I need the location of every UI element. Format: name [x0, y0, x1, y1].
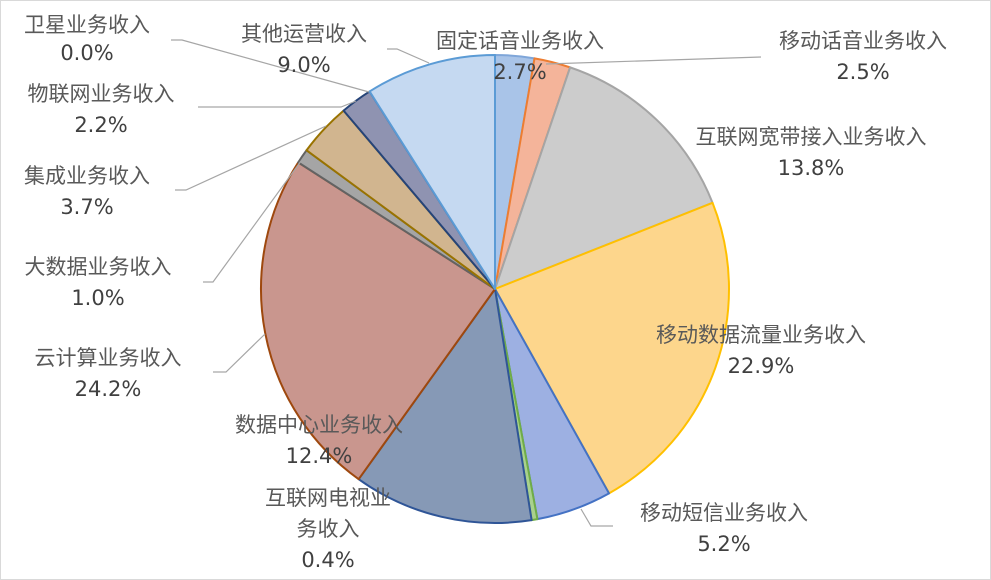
slice-7-wedge[interactable]: [357, 288, 533, 525]
slice-1-value-label: 2.7%: [493, 60, 546, 84]
slice-5-value-label: 5.2%: [697, 532, 750, 556]
slice-12-category-label: 卫星业务收入: [24, 13, 150, 37]
slice-2-value-label: 2.5%: [836, 60, 889, 84]
slice-10-category-label: 集成业务收入: [24, 164, 150, 188]
slice-12-leader-line: [171, 39, 370, 93]
slice-13-category-label: 其他运营收入: [241, 22, 367, 46]
slice-7-category-label: 数据中心业务收入: [235, 413, 403, 437]
slice-5-leader-line: [580, 508, 613, 527]
slice-11-value-label: 2.2%: [74, 113, 127, 137]
slice-8-category-label: 云计算业务收入: [35, 346, 182, 370]
labels-layer: 固定话音业务收入 2.7% 移动话音业务收入 2.5% 互联网宽带接入业务收入 13.8%…: [24, 13, 947, 572]
slice-5-category-label: 移动短信业务收入: [640, 501, 808, 525]
slice-13-value-label: 9.0%: [277, 53, 330, 77]
slice-9-category-label: 大数据业务收入: [25, 255, 172, 279]
slice-6-category-label-line2: 务收入: [297, 517, 360, 541]
slice-6-value-label: 0.4%: [301, 548, 354, 572]
slice-9-value-label: 1.0%: [71, 286, 124, 310]
slice-4-category-label: 移动数据流量业务收入: [656, 323, 866, 347]
slice-10-value-label: 3.7%: [60, 195, 113, 219]
slice-6-category-label: 互联网电视业: [265, 486, 391, 510]
slice-7-value-label: 12.4%: [286, 444, 353, 468]
slice-8-value-label: 24.2%: [75, 377, 142, 401]
slice-13-leader-line: [387, 48, 430, 64]
slice-13-wedge[interactable]: [368, 54, 496, 290]
leader-lines-layer: [171, 39, 762, 527]
slices-layer: [260, 54, 730, 525]
slice-2-leader-line: [545, 56, 762, 65]
slice-8-leader-line: [213, 333, 266, 373]
slice-11-category-label: 物联网业务收入: [28, 82, 175, 106]
slice-2-category-label: 移动话音业务收入: [779, 29, 947, 53]
slice-1-category-label: 固定话音业务收入: [436, 29, 604, 53]
slice-12-value-label: 0.0%: [60, 41, 113, 65]
slice-8-wedge[interactable]: [260, 161, 496, 481]
slice-4-value-label: 22.9%: [728, 354, 795, 378]
slice-3-category-label: 互联网宽带接入业务收入: [696, 125, 927, 149]
slice-9-leader-line: [203, 160, 302, 283]
slice-10-leader-line: [175, 125, 327, 191]
slice-3-value-label: 13.8%: [778, 156, 845, 180]
slice-4-wedge[interactable]: [494, 201, 730, 495]
slice-3-wedge[interactable]: [494, 66, 714, 290]
slice-11-leader-line: [198, 100, 357, 108]
